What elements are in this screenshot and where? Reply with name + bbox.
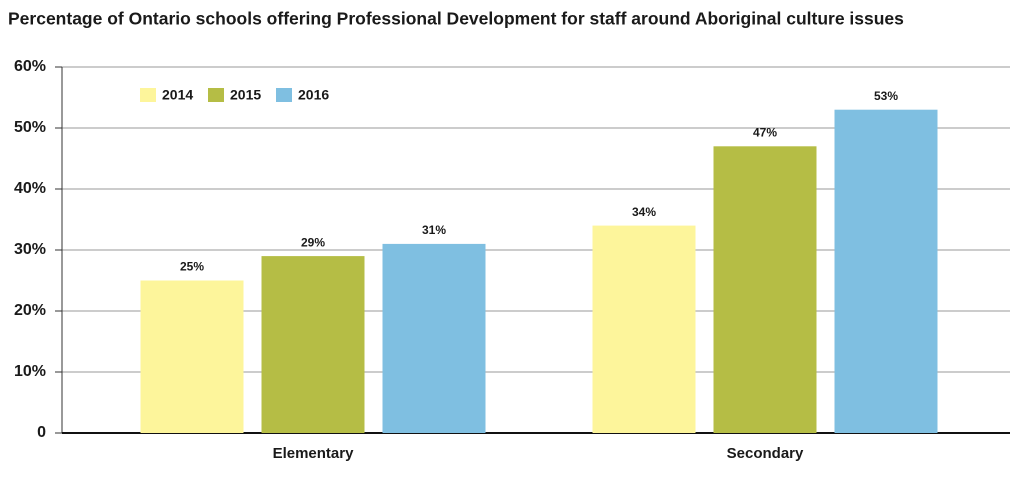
- x-tick-label: Elementary: [273, 445, 355, 462]
- legend-swatch: [208, 88, 224, 102]
- bar: [713, 146, 817, 434]
- y-tick-label: 40%: [14, 180, 46, 197]
- y-tick-label: 10%: [14, 363, 46, 380]
- bar: [140, 280, 244, 433]
- y-tick-label: 20%: [14, 302, 46, 319]
- y-tick-label: 30%: [14, 241, 46, 258]
- legend-label: 2016: [298, 87, 329, 103]
- legend-swatch: [140, 88, 156, 102]
- legend-label: 2015: [230, 87, 261, 103]
- y-tick-label: 60%: [14, 58, 46, 75]
- x-tick-label: Secondary: [727, 445, 804, 462]
- legend-swatch: [276, 88, 292, 102]
- legend-label: 2014: [162, 87, 193, 103]
- chart-title: Percentage of Ontario schools offering P…: [8, 9, 904, 29]
- y-tick-label: 0: [37, 424, 46, 441]
- bar: [382, 243, 486, 433]
- bar: [834, 109, 938, 433]
- bar: [261, 256, 365, 433]
- value-label: 31%: [422, 223, 446, 237]
- value-label: 53%: [874, 89, 898, 103]
- value-label: 25%: [180, 260, 204, 274]
- value-label: 47%: [753, 125, 777, 139]
- bar: [592, 225, 696, 433]
- value-label: 29%: [301, 235, 325, 249]
- value-label: 34%: [632, 205, 656, 219]
- y-tick-label: 50%: [14, 119, 46, 136]
